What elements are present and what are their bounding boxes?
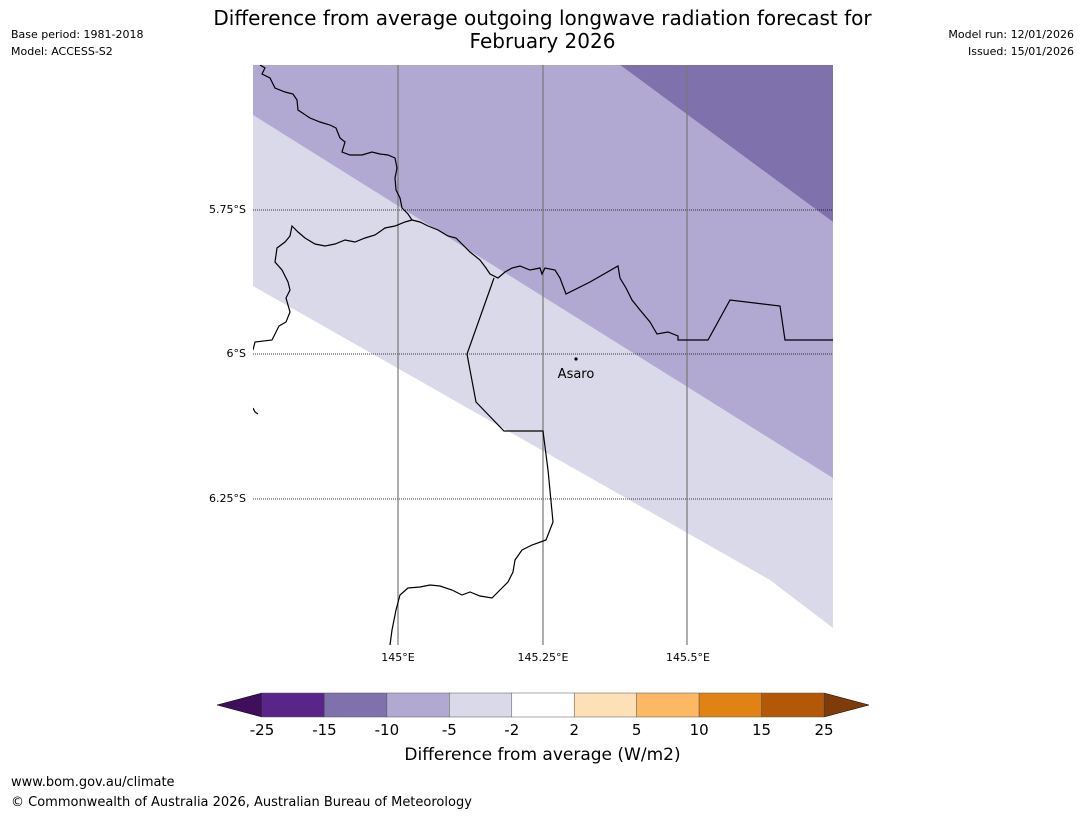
colorbar-tick-label: -10 [375, 721, 400, 739]
colorbar-tick-label: -25 [250, 721, 275, 739]
colorbar-tick-label: 10 [690, 721, 709, 739]
meta-right: Model run: 12/01/2026 Issued: 15/01/2026 [948, 26, 1074, 60]
lon-label-145: 145°E [381, 651, 414, 664]
lat-label-575: 5.75°S [209, 203, 246, 216]
colorbar: -25 -15 -10 -5 -2 2 5 10 15 25 [216, 692, 870, 739]
border-south [389, 277, 554, 645]
footer-copyright: © Commonwealth of Australia 2026, Austra… [11, 795, 472, 810]
colorbar-extend-max [823, 692, 870, 718]
model-name: Model: ACCESS-S2 [11, 45, 113, 58]
colorbar-tick-label: 5 [632, 721, 642, 739]
issued-date: Issued: 15/01/2026 [967, 45, 1074, 58]
colorbar-extend-min [216, 692, 263, 718]
model-run: Model run: 12/01/2026 [948, 28, 1074, 41]
colorbar-bins [261, 692, 825, 718]
asaro-marker [574, 357, 578, 361]
meta-left: Base period: 1981-2018 Model: ACCESS-S2 [11, 26, 143, 60]
colorbar-bin-2 [386, 692, 450, 718]
colorbar-bin-4 [511, 692, 575, 718]
gridlines [253, 65, 833, 645]
colorbar-tick-label: 25 [814, 721, 833, 739]
base-period: Base period: 1981-2018 [11, 28, 144, 41]
colorbar-ticks: -25 -15 -10 -5 -2 2 5 10 15 25 [250, 721, 834, 739]
province-borders [253, 65, 833, 645]
colorbar-tick-label: 2 [569, 721, 579, 739]
footer-url[interactable]: www.bom.gov.au/climate [11, 775, 175, 790]
lat-label-625: 6.25°S [209, 492, 246, 505]
lon-label-14525: 145.25°E [518, 651, 569, 664]
border-west-fragment [253, 407, 259, 415]
colorbar-tick-label: 15 [752, 721, 771, 739]
anomaly-band-dark [620, 65, 833, 222]
map-svg: Asaro 5.75°S 6°S 6.25°S 145°E 145.25°E 1… [209, 65, 833, 664]
colorbar-bin-7 [698, 692, 762, 718]
map-title: Difference from average outgoing longwav… [0, 7, 1085, 53]
colorbar-bin-0 [261, 692, 325, 718]
map-title-line1: Difference from average outgoing longwav… [213, 6, 872, 30]
border-north [253, 65, 413, 351]
colorbar-tick-label: -15 [312, 721, 337, 739]
colorbar-title: Difference from average (W/m2) [404, 745, 681, 765]
lon-label-1455: 145.5°E [666, 651, 710, 664]
border-east [411, 219, 833, 341]
map-title-line2: February 2026 [469, 29, 616, 53]
colorbar-bin-1 [324, 692, 388, 718]
colorbar-bin-8 [761, 692, 825, 718]
colorbar-tick-label: -5 [442, 721, 457, 739]
lat-label-6: 6°S [227, 347, 246, 360]
colorbar-tick-label: -2 [504, 721, 519, 739]
colorbar-bin-5 [573, 692, 637, 718]
asaro-label: Asaro [558, 367, 595, 382]
colorbar-bin-6 [636, 692, 700, 718]
colorbar-bin-3 [449, 692, 513, 718]
